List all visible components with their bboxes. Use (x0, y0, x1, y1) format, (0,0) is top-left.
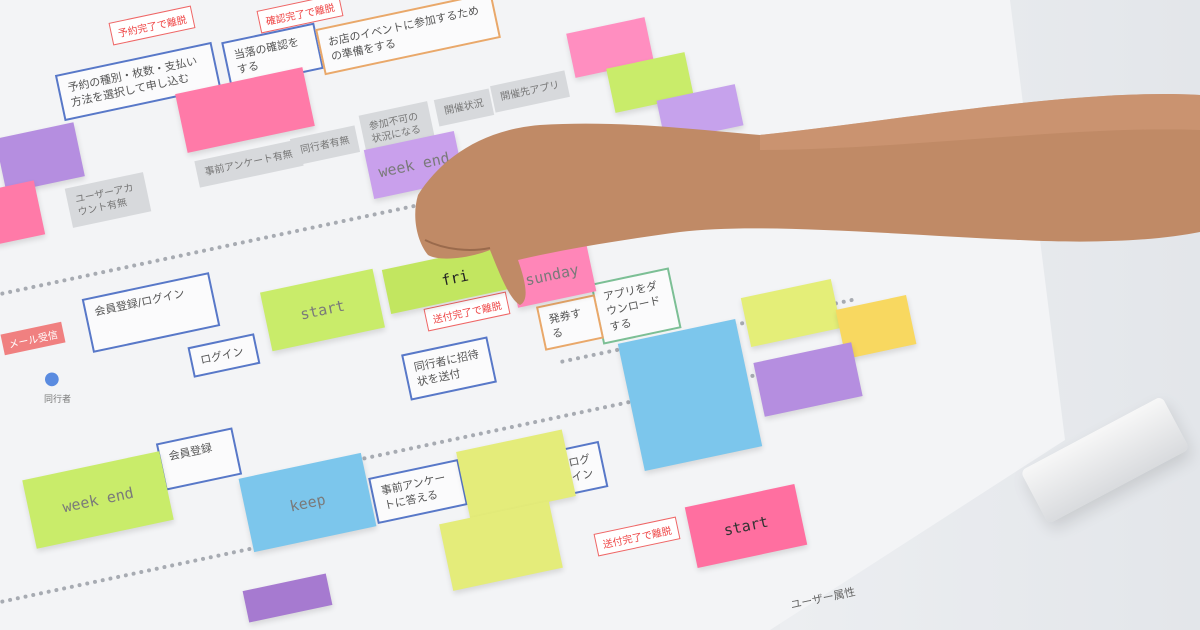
person-icon: ● (44, 368, 60, 389)
persona-label: 同行者 (44, 395, 72, 405)
